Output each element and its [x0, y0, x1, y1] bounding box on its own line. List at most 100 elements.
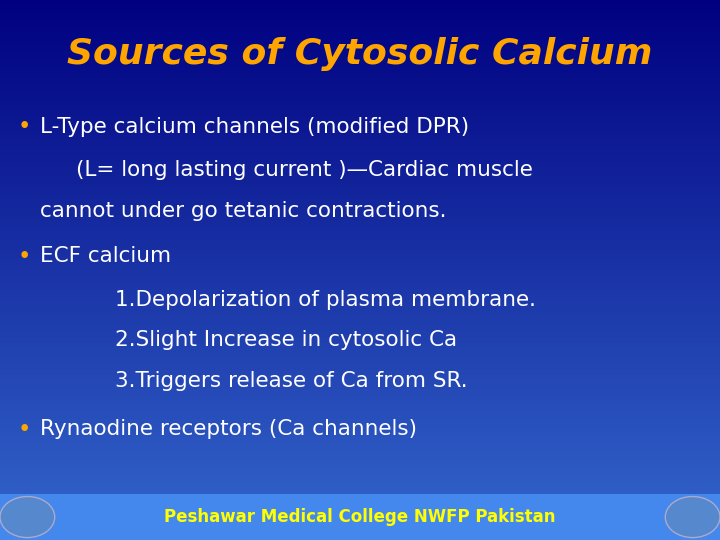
Bar	[0, 43, 720, 46]
Bar	[0, 78, 720, 81]
Bar	[0, 470, 720, 472]
Bar	[0, 92, 720, 94]
Bar	[0, 535, 720, 537]
Bar	[0, 262, 720, 265]
Bar	[0, 475, 720, 478]
Bar	[0, 292, 720, 294]
Bar	[0, 500, 720, 502]
Bar	[0, 370, 720, 373]
Bar	[0, 451, 720, 454]
Bar	[0, 278, 720, 281]
Bar	[0, 181, 720, 184]
Bar	[0, 378, 720, 381]
Bar	[0, 270, 720, 273]
Bar	[0, 89, 720, 92]
Bar	[0, 489, 720, 491]
Bar	[0, 483, 720, 486]
Bar	[0, 464, 720, 467]
Bar	[0, 19, 720, 22]
Bar	[0, 251, 720, 254]
Bar	[0, 297, 720, 300]
Bar	[0, 408, 720, 410]
Bar	[0, 394, 720, 397]
Bar	[0, 246, 720, 248]
Bar	[0, 38, 720, 40]
Bar	[0, 232, 720, 235]
Bar	[0, 424, 720, 427]
Bar	[0, 440, 720, 443]
Bar	[0, 340, 720, 343]
Bar	[0, 392, 720, 394]
Bar	[0, 235, 720, 238]
Bar	[0, 254, 720, 256]
Text: •: •	[18, 116, 32, 138]
Bar	[0, 35, 720, 38]
Bar	[0, 359, 720, 362]
Bar	[0, 327, 720, 329]
Bar	[0, 462, 720, 464]
Bar	[0, 294, 720, 297]
Bar	[0, 354, 720, 356]
Bar	[0, 27, 720, 30]
Bar	[0, 238, 720, 240]
Bar	[0, 410, 720, 413]
Bar	[0, 216, 720, 219]
Bar	[0, 502, 720, 505]
Text: 1.Depolarization of plasma membrane.: 1.Depolarization of plasma membrane.	[115, 289, 536, 310]
Bar	[0, 356, 720, 359]
Bar	[0, 73, 720, 76]
Bar	[0, 165, 720, 167]
Bar	[0, 486, 720, 489]
Bar	[0, 459, 720, 462]
Bar	[0, 305, 720, 308]
Bar	[0, 375, 720, 378]
Bar	[0, 310, 720, 313]
Bar	[0, 516, 720, 518]
Bar	[0, 346, 720, 348]
Bar	[0, 46, 720, 49]
Bar	[0, 389, 720, 392]
Bar	[0, 405, 720, 408]
Bar	[0, 308, 720, 310]
Bar	[0, 421, 720, 424]
Bar	[0, 68, 720, 70]
Bar	[0, 154, 720, 157]
Bar	[0, 70, 720, 73]
Bar	[0, 65, 720, 68]
Bar	[0, 40, 720, 43]
Bar	[0, 119, 720, 122]
Bar	[0, 467, 720, 470]
Bar	[0, 526, 720, 529]
Bar	[0, 383, 720, 386]
Text: (L= long lasting current )—Cardiac muscle: (L= long lasting current )—Cardiac muscl…	[76, 160, 533, 180]
Bar	[0, 397, 720, 400]
Bar	[0, 418, 720, 421]
Bar	[0, 178, 720, 181]
Bar	[0, 505, 720, 508]
Circle shape	[0, 497, 55, 537]
Bar	[0, 22, 720, 24]
Bar	[0, 284, 720, 286]
Bar	[0, 32, 720, 35]
Bar	[0, 140, 720, 143]
Bar	[0, 351, 720, 354]
Bar	[0, 176, 720, 178]
Bar	[0, 11, 720, 14]
Bar	[0, 8, 720, 11]
Bar	[0, 281, 720, 284]
Bar	[0, 213, 720, 216]
Circle shape	[665, 497, 720, 537]
Text: cannot under go tetanic contractions.: cannot under go tetanic contractions.	[40, 200, 446, 221]
Bar	[0, 24, 720, 27]
Bar	[0, 259, 720, 262]
Bar	[0, 205, 720, 208]
Bar	[0, 429, 720, 432]
Bar	[0, 513, 720, 516]
Bar	[0, 135, 720, 138]
Bar	[0, 30, 720, 32]
Bar	[0, 335, 720, 338]
Bar	[0, 124, 720, 127]
Bar	[0, 5, 720, 8]
Bar	[0, 170, 720, 173]
Bar	[0, 321, 720, 324]
